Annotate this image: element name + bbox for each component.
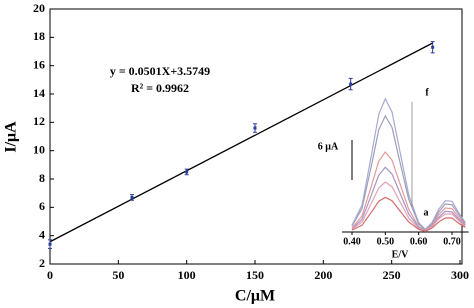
plot-frame [49,8,463,265]
y-tick-label: 14 [33,86,45,100]
x-axis-label: C/μM [235,288,275,305]
data-point [48,242,52,246]
x-tick-label: 300 [451,268,469,282]
fit-line [49,42,433,243]
x-tick-label: 250 [383,268,401,282]
x-tick-label: 100 [178,268,196,282]
y-tick-label: 10 [33,142,45,156]
dpv-curve [351,97,466,231]
y-tick-label: 8 [39,171,45,185]
y-tick-label: 16 [33,57,45,71]
r-squared: R² = 0.9962 [131,81,189,95]
data-point [130,195,134,199]
x-tick-label: 50 [112,268,124,282]
y-tick-label: 20 [33,1,45,15]
y-tick-label: 4 [39,227,45,241]
y-tick-label: 6 [39,199,45,213]
data-point [431,45,435,49]
curve-label-a: a [424,207,429,218]
dpv-curve [351,196,466,232]
data-point [253,126,257,130]
dpv-curve [351,151,466,232]
dpv-curve [351,166,466,232]
curve-label-f: f [425,87,429,98]
y-tick-label: 2 [39,256,45,270]
inset-x-label: E/V [392,249,409,260]
x-tick-label: 200 [314,268,332,282]
inset-x-tick-label: 0.70 [443,236,461,247]
x-tick-label: 150 [246,268,264,282]
y-tick-label: 18 [33,29,45,43]
dpv-curve [351,181,466,232]
y-tick-label: 12 [33,114,45,128]
y-axis-label: I/μA [3,121,20,153]
data-point [349,82,353,86]
inset-x-tick-label: 0.50 [377,236,395,247]
inset-x-tick-label: 0.40 [343,236,361,247]
dpv-curve [351,114,466,231]
data-point [185,170,189,174]
inset-x-tick-label: 0.60 [410,236,428,247]
x-tick-label: 0 [47,268,53,282]
equation: y = 0.0501X+3.5749 [110,64,210,78]
scale-bar-label: 6 μA [318,141,339,152]
